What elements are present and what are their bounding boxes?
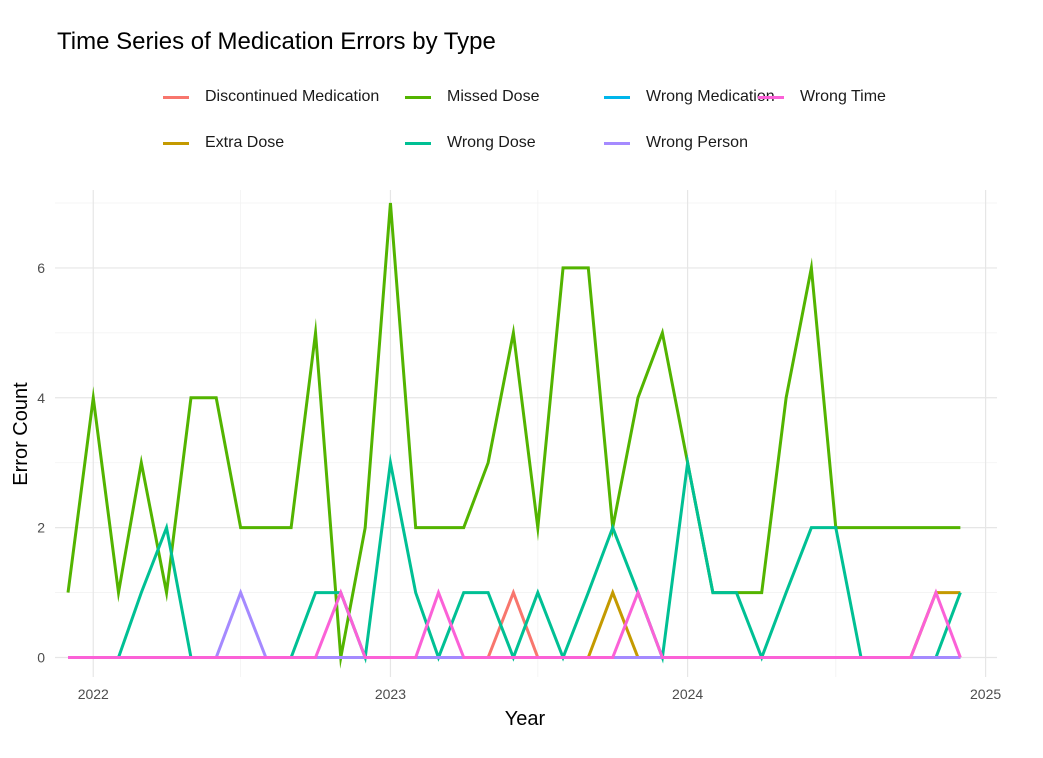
legend-swatch <box>405 96 431 99</box>
series-line-extra-dose <box>68 588 961 660</box>
chart-title: Time Series of Medication Errors by Type <box>57 28 496 55</box>
x-axis-title: Year <box>505 708 546 730</box>
legend-swatch <box>405 142 431 145</box>
x-axis-ticks: 2022 2023 2024 2025 <box>78 686 1002 702</box>
y-axis-title: Error Count <box>10 382 32 486</box>
series-lines <box>66 202 962 669</box>
series-line-discontinued-medication <box>68 588 961 660</box>
legend-swatch <box>604 96 630 99</box>
y-tick-label: 2 <box>37 520 45 536</box>
x-tick-label: 2025 <box>970 686 1001 702</box>
y-tick-label: 4 <box>37 390 45 406</box>
legend-label: Missed Dose <box>447 88 540 105</box>
legend-swatch <box>163 142 189 145</box>
series-line-missed-dose <box>66 202 961 669</box>
x-tick-label: 2023 <box>375 686 406 702</box>
legend-label: Wrong Time <box>800 88 886 105</box>
series-line-wrong-time <box>68 588 962 660</box>
y-tick-label: 6 <box>37 260 45 276</box>
legend-swatch <box>604 142 630 145</box>
legend-label: Discontinued Medication <box>205 88 380 105</box>
series-line-wrong-dose <box>68 453 962 664</box>
y-tick-label: 0 <box>37 650 45 666</box>
legend-label: Extra Dose <box>205 134 285 151</box>
legend-swatch <box>758 96 784 99</box>
series-line-wrong-person <box>68 588 961 660</box>
legend-swatch <box>163 96 189 99</box>
legend-label: Wrong Medication <box>646 88 775 105</box>
x-tick-label: 2024 <box>672 686 703 702</box>
y-axis-ticks: 0 2 4 6 <box>37 260 45 666</box>
legend-label: Wrong Person <box>646 134 748 151</box>
x-tick-label: 2022 <box>78 686 109 702</box>
legend-label: Wrong Dose <box>447 134 536 151</box>
